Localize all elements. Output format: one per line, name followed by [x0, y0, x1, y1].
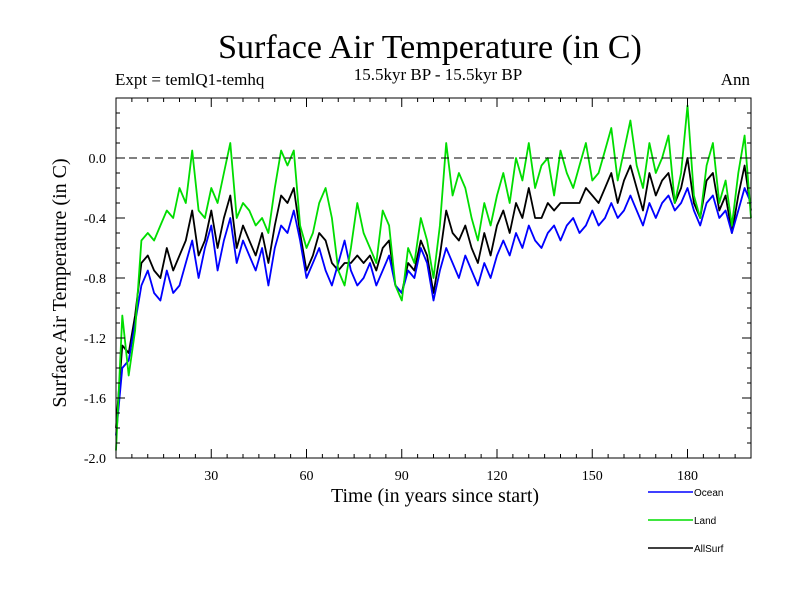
y-tick-label: -1.6 [84, 392, 106, 407]
x-tick-label: 180 [677, 469, 698, 484]
legend: Ocean Land AllSurf [648, 488, 724, 555]
legend-label-land: Land [694, 516, 716, 527]
legend-label-ocean: Ocean [694, 488, 723, 499]
series-layer [115, 104, 752, 451]
x-tick-label: 60 [300, 469, 314, 484]
y-tick-label: -2.0 [84, 452, 106, 467]
x-tick-label: 120 [487, 469, 508, 484]
y-tick-label: -0.8 [84, 272, 106, 287]
series-line-ocean [115, 187, 752, 436]
x-tick-label: 90 [395, 469, 409, 484]
y-axis-label: Surface Air Temperature (in C) [49, 158, 71, 407]
y-tick-label: -1.2 [84, 332, 106, 347]
chart-title: Surface Air Temperature (in C) [218, 29, 642, 66]
y-tick-label: -0.4 [84, 212, 106, 227]
legend-label-allsurf: AllSurf [694, 544, 724, 555]
plot-frame [115, 97, 752, 459]
tick-layer: 30 60 90 120 150 180 -2.0 -1.6 -1.2 -0.8 -0.4 0.0 [84, 98, 751, 484]
period-label: 15.5kyr BP - 15.5kyr BP [354, 65, 522, 84]
series-line-allsurf [115, 157, 752, 429]
experiment-label: Expt = temlQ1-temhq [115, 70, 265, 89]
x-tick-label: 30 [204, 469, 218, 484]
y-tick-label: 0.0 [89, 152, 107, 167]
season-label: Ann [721, 70, 751, 89]
series-line-land [115, 104, 752, 451]
x-axis-label: Time (in years since start) [331, 485, 539, 507]
x-tick-label: 150 [582, 469, 603, 484]
